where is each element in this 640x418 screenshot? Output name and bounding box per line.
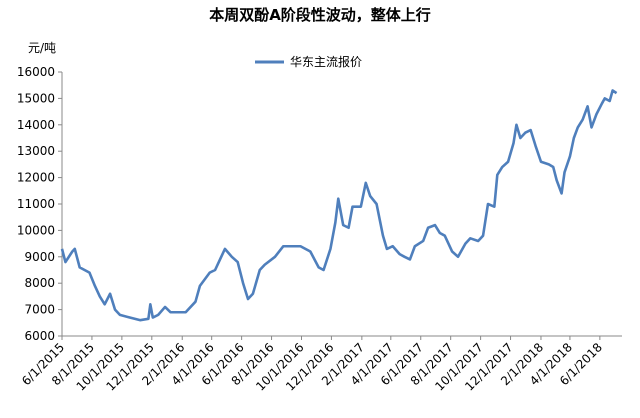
- y-tick-label: 10000: [17, 223, 55, 237]
- y-axis-unit: 元/吨: [28, 41, 56, 55]
- data-line: [60, 89, 618, 322]
- y-tick-label: 6000: [24, 329, 55, 343]
- y-tick-label: 9000: [24, 250, 55, 264]
- y-tick-label: 8000: [24, 276, 55, 290]
- chart-title: 本周双酚A阶段性波动，整体上行: [209, 6, 431, 24]
- y-tick-label: 7000: [24, 303, 55, 317]
- y-tick-label: 11000: [17, 197, 55, 211]
- y-tick-label: 14000: [17, 118, 55, 132]
- y-tick-label: 15000: [17, 91, 55, 105]
- y-tick-label: 16000: [17, 65, 55, 79]
- y-tick-label: 12000: [17, 171, 55, 185]
- y-tick-label: 13000: [17, 144, 55, 158]
- legend-label: 华东主流报价: [290, 54, 362, 69]
